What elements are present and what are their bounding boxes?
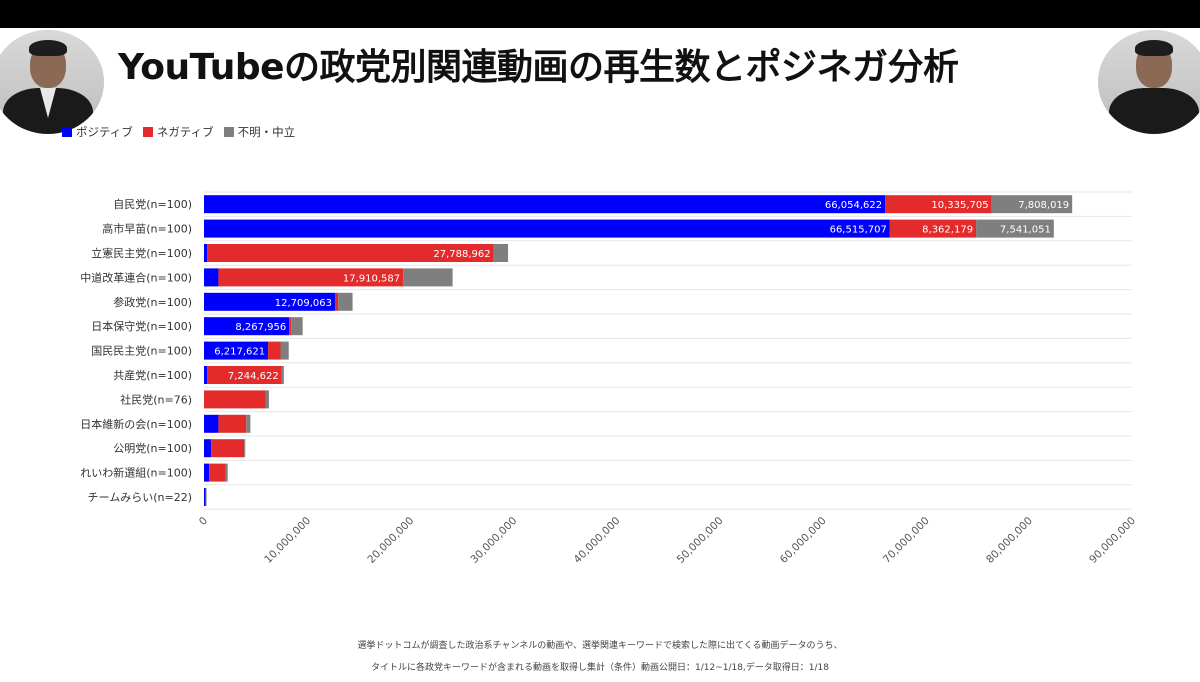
bar-segment [204, 244, 208, 262]
x-tick-label: 10,000,000 [262, 515, 313, 566]
bar-segment [493, 244, 509, 262]
legend-swatch-positive [62, 127, 72, 137]
x-tick-label: 20,000,000 [365, 515, 416, 566]
bar-segment [207, 244, 494, 262]
legend-item-neutral: 不明・中立 [223, 124, 296, 140]
bar-segment [204, 341, 269, 360]
bar-segment [204, 292, 336, 311]
x-tick-label: 50,000,000 [675, 515, 726, 566]
bar-segment [207, 366, 282, 384]
data-label: 7,541,051 [1000, 225, 1051, 236]
footnote-line-1: 選挙ドットコムが調査した政治系チャンネルの動画や、選挙関連キーワードで検索した際… [357, 641, 843, 651]
bar-segment [204, 463, 210, 482]
presenter-left-avatar [0, 30, 104, 134]
bar-segment [204, 414, 219, 433]
data-label: 12,709,063 [275, 298, 332, 309]
chart-title: YouTubeの政党別関連動画の再生数とポジネガ分析 [118, 47, 959, 88]
x-tick-label: 70,000,000 [881, 515, 932, 566]
bar-segment [204, 268, 219, 287]
bar-segment [335, 292, 339, 311]
footnote-line-2: タイトルに各政党キーワードが含まれる動画を取得し集計（条件）動画公開日：1/12… [370, 663, 830, 673]
bar-segment [218, 268, 404, 287]
bar-segment [204, 488, 206, 506]
bar-segment [889, 219, 977, 238]
category-label: 社民党(n=76) [120, 392, 192, 406]
category-label: 日本維新の会(n=100) [80, 417, 192, 431]
data-label: 8,267,956 [235, 322, 286, 333]
x-tick-label: 0 [197, 515, 210, 528]
data-label: 6,217,621 [214, 347, 265, 358]
x-tick-label: 90,000,000 [1087, 515, 1138, 566]
bar-segment [209, 463, 226, 482]
bar-segment [204, 366, 208, 384]
bar-segment [205, 488, 207, 506]
bar-segment [268, 341, 281, 360]
bar-segment [218, 414, 247, 433]
bar-segment [403, 268, 453, 287]
x-tick-label: 30,000,000 [468, 515, 519, 566]
bar-segment [204, 195, 886, 214]
data-label: 27,788,962 [433, 249, 490, 260]
category-label: 公明党(n=100) [113, 442, 192, 455]
x-tick-label: 60,000,000 [778, 515, 829, 566]
data-label: 8,362,179 [922, 225, 973, 236]
bar-segment [225, 463, 228, 482]
legend-swatch-neutral [223, 127, 234, 137]
legend-item-negative: ネガティブ [142, 124, 214, 140]
x-tick-label: 80,000,000 [984, 515, 1035, 566]
bar-segment [991, 195, 1073, 214]
bar-segment [244, 439, 246, 458]
bar-segment [289, 317, 292, 336]
legend-item-positive: ポジティブ [62, 124, 133, 140]
data-label: 10,335,705 [931, 200, 988, 211]
bar-segment [204, 390, 266, 409]
bar-segment [280, 341, 289, 360]
bar-segment [976, 219, 1054, 238]
category-label: 立憲民主党(n=100) [91, 246, 192, 260]
category-label: 高市早苗(n=100) [102, 222, 192, 236]
bar-segment [885, 195, 992, 214]
bar-segment [291, 317, 303, 336]
bar-segment [204, 219, 890, 238]
legend-swatch-negative [142, 127, 153, 137]
bar-segment [211, 439, 245, 458]
category-label: 国民民主党(n=100) [91, 345, 192, 358]
stacked-bar-chart: 自民党(n=100) 66,054,622 10,335,705 7,808,019 高… [80, 191, 1138, 566]
bar-segment [204, 317, 290, 336]
bar-segment [246, 414, 251, 433]
category-label: チームみらい(n=22) [88, 491, 192, 504]
category-label: 参政党(n=100) [113, 295, 192, 309]
x-tick-label: 40,000,000 [572, 515, 623, 566]
category-label: れいわ新選組(n=100) [80, 466, 192, 480]
category-label: 共産党(n=100) [113, 369, 192, 382]
bar-segment [338, 292, 353, 311]
bar-segment [204, 439, 212, 458]
data-label: 66,054,622 [825, 200, 882, 211]
bar-segment [281, 366, 284, 384]
category-label: 中道改革連合(n=100) [80, 270, 192, 284]
bar-segment [265, 390, 269, 409]
slide [0, 28, 1200, 682]
presenter-right-avatar [1098, 30, 1200, 134]
category-label: 日本保守党(n=100) [91, 319, 192, 333]
data-label: 7,808,019 [1018, 200, 1069, 211]
category-label: 自民党(n=100) [113, 198, 192, 211]
chart-legend: ポジティブ ネガティブ 不明・中立 [62, 124, 295, 140]
data-label: 7,244,622 [228, 371, 279, 382]
data-label: 17,910,587 [343, 273, 400, 284]
data-label: 66,515,707 [830, 225, 887, 236]
legend-label-negative: ネガティブ [156, 125, 214, 139]
legend-label-positive: ポジティブ [76, 125, 133, 139]
legend-label-neutral: 不明・中立 [237, 125, 296, 139]
